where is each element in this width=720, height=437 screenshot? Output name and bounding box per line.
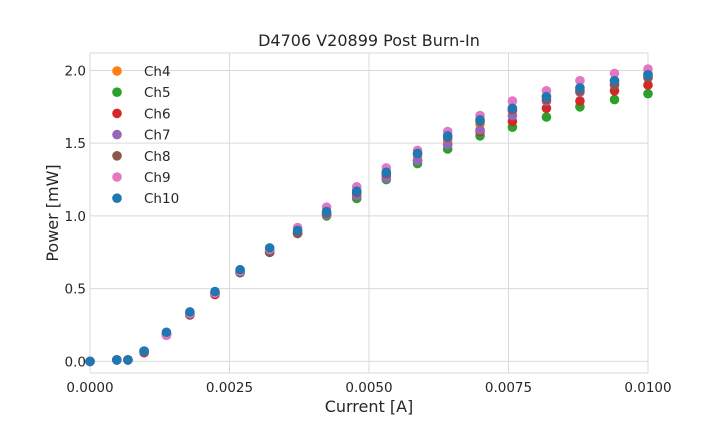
data-point bbox=[264, 243, 275, 253]
data-point bbox=[111, 355, 122, 365]
y-axis-label: Power [mW] bbox=[43, 164, 62, 261]
y-tick-label: 2.0 bbox=[65, 63, 86, 79]
grid bbox=[89, 52, 649, 374]
data-point bbox=[507, 103, 518, 114]
x-tick-label: 0.0000 bbox=[66, 380, 113, 396]
tick-labels: 0.0000 0.0025 0.0050 0.0075 0.0100 0.0 0.5 1.0 1… bbox=[65, 63, 672, 396]
legend-label: Ch8 bbox=[144, 149, 171, 165]
data-point bbox=[139, 346, 149, 356]
data-point bbox=[123, 355, 133, 365]
legend-label: Ch4 bbox=[144, 64, 171, 80]
data-point bbox=[541, 103, 552, 114]
legend-label: Ch5 bbox=[144, 85, 171, 101]
legend-marker bbox=[112, 66, 122, 76]
y-tick-label: 0.5 bbox=[65, 282, 86, 298]
x-tick-label: 0.0075 bbox=[485, 380, 532, 396]
x-tick-label: 0.0050 bbox=[345, 380, 392, 396]
data-point bbox=[185, 307, 195, 317]
x-axis-label: Current [A] bbox=[325, 397, 414, 416]
y-tick-label: 1.0 bbox=[65, 209, 86, 225]
legend-marker bbox=[112, 193, 122, 203]
data-point bbox=[507, 96, 518, 106]
legend: Ch4 Ch5 Ch6 Ch7 Ch8 Ch9 Ch10 bbox=[112, 64, 179, 207]
data-point bbox=[161, 327, 172, 338]
legend-marker bbox=[112, 87, 122, 97]
legend-marker bbox=[112, 129, 122, 140]
data-point bbox=[575, 83, 585, 93]
data-point bbox=[351, 186, 362, 196]
data-point bbox=[85, 356, 95, 367]
data-point bbox=[643, 80, 653, 90]
data-point bbox=[643, 88, 653, 99]
y-tick-label: 1.5 bbox=[65, 136, 86, 152]
x-tick-label: 0.0100 bbox=[624, 380, 671, 396]
data-point bbox=[381, 167, 392, 178]
data-point bbox=[412, 155, 423, 166]
data-point bbox=[321, 206, 332, 217]
data-point bbox=[475, 115, 485, 125]
data-point bbox=[412, 148, 423, 159]
data-point bbox=[292, 225, 303, 236]
data-point bbox=[609, 68, 620, 79]
x-tick-label: 0.0025 bbox=[206, 380, 253, 396]
legend-label: Ch9 bbox=[144, 170, 171, 186]
data-point bbox=[235, 264, 245, 275]
legend-marker bbox=[112, 108, 122, 119]
chart-title: D4706 V20899 Post Burn-In bbox=[258, 31, 480, 50]
data-point bbox=[442, 131, 453, 141]
legend-marker bbox=[112, 172, 122, 182]
y-tick-label: 0.0 bbox=[65, 354, 86, 370]
data-point bbox=[210, 286, 220, 297]
plot-frame bbox=[89, 52, 649, 374]
legend-marker bbox=[112, 151, 122, 161]
data-points bbox=[85, 64, 653, 367]
legend-label: Ch6 bbox=[144, 106, 171, 122]
data-point bbox=[541, 91, 552, 102]
data-point bbox=[643, 70, 653, 80]
data-point bbox=[609, 75, 620, 86]
series-ch10 bbox=[85, 70, 653, 367]
data-point bbox=[575, 75, 585, 86]
data-point bbox=[609, 94, 620, 105]
data-point bbox=[475, 125, 485, 135]
data-point bbox=[575, 96, 585, 106]
legend-label: Ch7 bbox=[144, 128, 171, 144]
data-point bbox=[541, 112, 552, 122]
data-point bbox=[442, 139, 453, 150]
legend-label: Ch10 bbox=[144, 191, 179, 207]
